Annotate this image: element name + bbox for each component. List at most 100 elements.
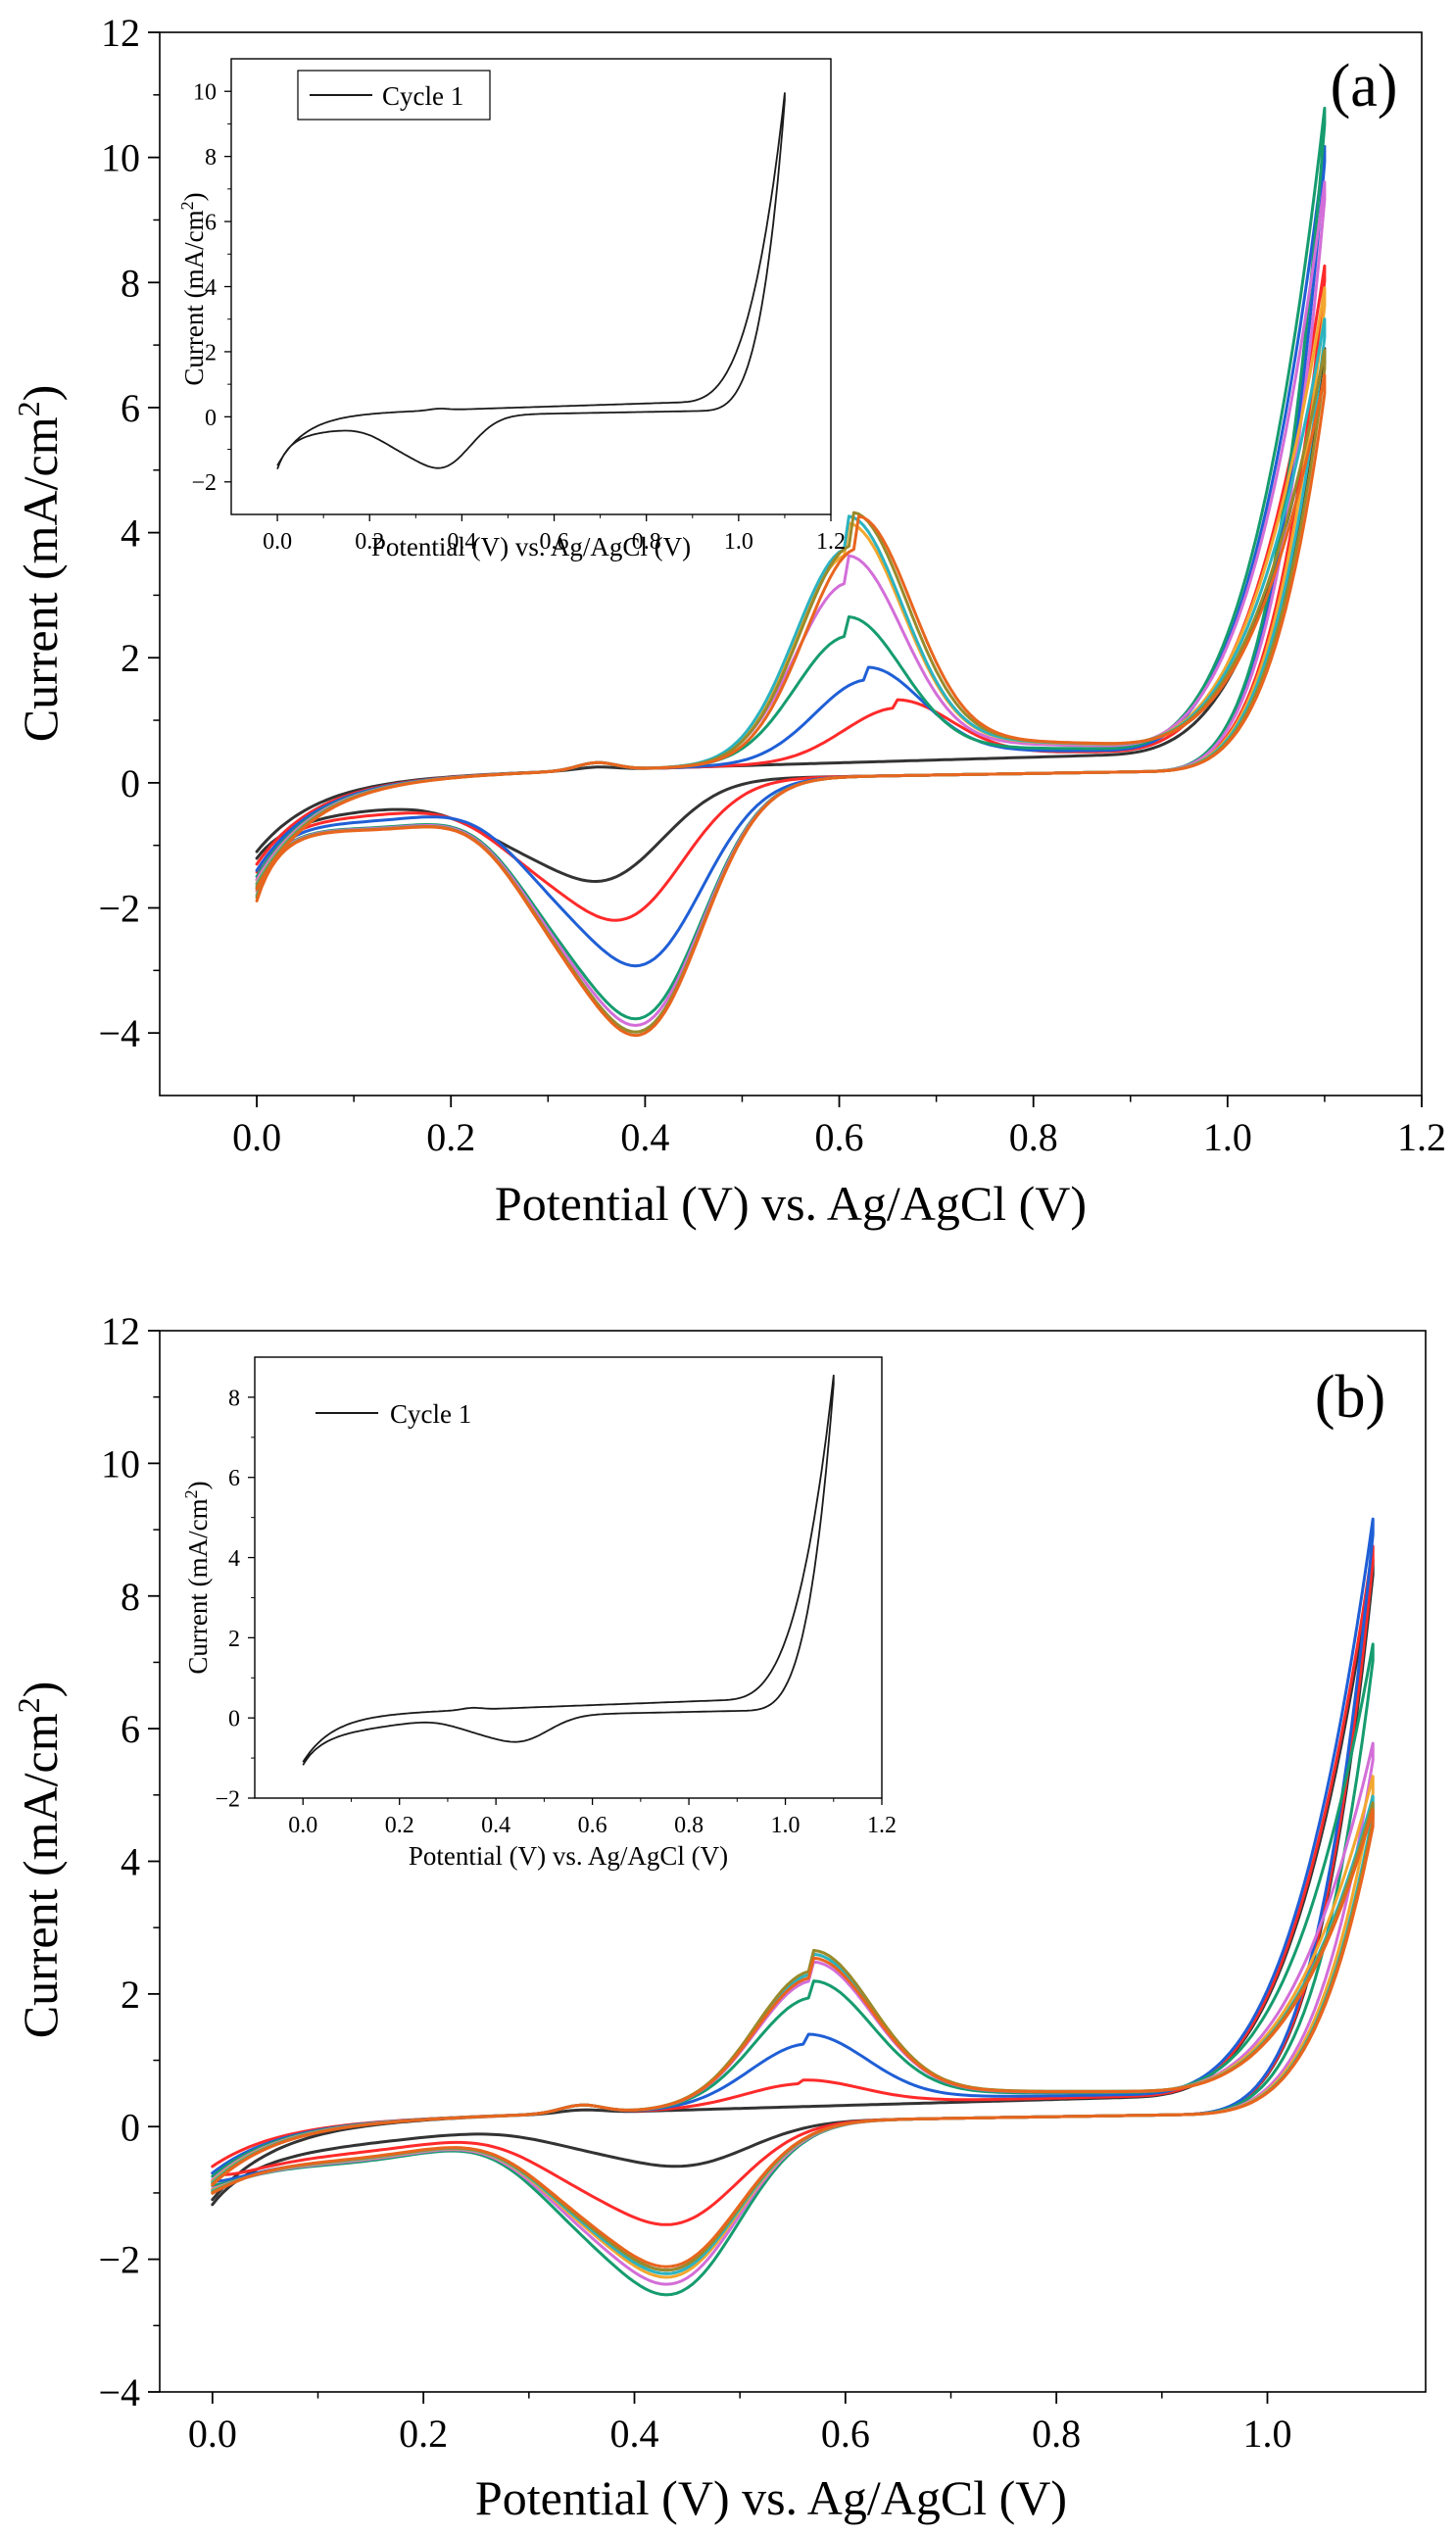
panel-a-inset-y-tick-label: −2 <box>191 470 217 496</box>
panel-b-x-tick-label: 0.6 <box>821 2412 870 2456</box>
panel-a-inset-legend-label: Cycle 1 <box>382 81 463 111</box>
panel-a-inset-y-axis-title: Current (mA/cm2) <box>177 192 209 385</box>
panel-a-inset-x-tick-label: 0.0 <box>263 529 292 555</box>
panel-b-series-cycle-6 <box>211 1775 1375 2279</box>
panel-a-x-tick-label: 1.0 <box>1203 1115 1252 1159</box>
panel-b-x-tick-label: 0.8 <box>1032 2412 1081 2456</box>
panel-b-inset-y-tick-label: −2 <box>215 1786 240 1812</box>
panel-b-y-axis-title: Current (mA/cm2) <box>11 1681 68 2039</box>
panel-a-y-tick-label: −2 <box>98 887 140 931</box>
panel-b-series-cycle-7 <box>211 1794 1375 2275</box>
panel-b-label: (b) <box>1315 1364 1385 1431</box>
panel-a-inset-y-tick-label: 2 <box>205 340 217 365</box>
panel-b-inset-series-group <box>302 1374 835 1766</box>
panel-a-y-tick-label: −4 <box>98 1011 140 1055</box>
panel-a-inset-series-group <box>276 92 786 470</box>
panel-b-x-tick-label: 1.0 <box>1243 2412 1292 2456</box>
panel-b-y-tick-label: 0 <box>121 2105 140 2149</box>
panel-a-inset-x-tick-label: 0.8 <box>632 529 661 555</box>
panel-b-series-cycle-8 <box>211 1801 1375 2272</box>
panel-a-series-cycle-9 <box>255 373 1327 1038</box>
panel-b-chart: 0.0 0.2 0.4 0.6 0.8 1.0 −4 −2 0 2 4 6 8 10 12 (b) Pot… <box>11 1309 1427 2525</box>
panel-b-inset-background <box>255 1357 882 1798</box>
panel-a-inset-x-tick-label: 0.6 <box>540 529 569 555</box>
panel-b-inset-x-tick-label: 0.8 <box>674 1813 704 1838</box>
panel-b-inset-y-tick-label: 2 <box>228 1627 240 1652</box>
panel-a-series-group <box>255 106 1327 1038</box>
panel-b-inset-x-tick-label: 1.0 <box>771 1813 801 1838</box>
panel-a-y-tick-label: 0 <box>121 761 140 805</box>
panel-b-y-tick-label: −2 <box>98 2238 140 2282</box>
panel-a-x-axis: 0.0 0.2 0.4 0.6 0.8 1.0 1.2 <box>232 1096 1446 1159</box>
panel-b-inset-frame <box>254 1356 883 1799</box>
panel-b-y-tick-label: 8 <box>121 1575 140 1619</box>
panel-a-y-tick-label: 8 <box>121 261 140 305</box>
panel-a-x-tick-label: 0.6 <box>815 1115 864 1159</box>
panel-b-x-axis-title: Potential (V) vs. Ag/AgCl (V) <box>475 2470 1067 2525</box>
panel-b-inset-x-axis: 0.0 0.2 0.4 0.6 0.8 1.0 1.2 <box>288 1798 897 1838</box>
panel-a-inset-y-tick-label: 8 <box>205 145 217 171</box>
panel-b-inset-y-axis-title: Current (mA/cm2) <box>181 1481 213 1674</box>
panel-b-y-axis: −4 −2 0 2 4 6 8 10 12 <box>98 1309 160 2414</box>
panel-a-inset-x-axis: 0.0 0.2 0.4 0.6 0.8 1.0 1.2 <box>263 514 846 555</box>
panel-b-y-tick-label: 2 <box>121 1973 140 2017</box>
panel-b-x-axis: 0.0 0.2 0.4 0.6 0.8 1.0 <box>188 2392 1292 2456</box>
panel-b-y-tick-label: −4 <box>98 2370 140 2414</box>
panel-a-y-tick-label: 6 <box>121 386 140 430</box>
panel-a-inset-y-tick-label: 0 <box>205 406 217 431</box>
panel-a-x-tick-label: 1.2 <box>1397 1115 1446 1159</box>
panel-b-inset-x-axis-title: Potential (V) vs. Ag/AgCl (V) <box>409 1841 728 1871</box>
panel-a-x-tick-label: 0.4 <box>620 1115 669 1159</box>
panel-a-y-tick-label: 10 <box>101 136 140 180</box>
panel-a-inset-x-tick-label: 0.2 <box>355 529 384 555</box>
panel-b-inset-y-tick-label: 6 <box>228 1466 240 1491</box>
panel-a-y-tick-label: 12 <box>101 11 140 55</box>
panel-b-inset-chart: 0.0 0.2 0.4 0.6 0.8 1.0 1.2 −2 0 2 4 6 8 Cycle 1 Po… <box>181 1356 897 1871</box>
panel-a-plot-frame <box>159 31 1423 1096</box>
panel-a-x-tick-label: 0.2 <box>426 1115 475 1159</box>
panel-b-y-tick-label: 10 <box>101 1441 140 1486</box>
panel-b-inset-x-tick-label: 1.2 <box>867 1813 897 1838</box>
panel-a-x-tick-label: 0.8 <box>1009 1115 1058 1159</box>
panel-b-y-tick-label: 12 <box>101 1309 140 1353</box>
panel-a-inset-y-tick-label: 10 <box>193 80 217 106</box>
panel-b-inset-y-tick-label: 4 <box>228 1546 240 1572</box>
panel-a-y-tick-label: 4 <box>121 512 140 556</box>
panel-a-inset-y-axis: −2 0 2 4 6 8 10 <box>191 80 231 496</box>
panel-b-inset-x-tick-label: 0.4 <box>481 1813 510 1838</box>
panel-a-y-axis: −4 −2 0 2 4 6 8 10 12 <box>98 11 160 1055</box>
panel-b-inset-x-tick-label: 0.2 <box>385 1813 414 1838</box>
panel-a-inset-x-tick-label: 1.2 <box>816 529 846 555</box>
panel-b-y-tick-label: 6 <box>121 1707 140 1751</box>
panel-b-inset-y-tick-label: 0 <box>228 1707 240 1732</box>
panel-b-inset-y-axis: −2 0 2 4 6 8 <box>215 1386 255 1812</box>
panel-a-y-axis-title: Current (mA/cm2) <box>11 385 68 743</box>
panel-a-x-axis-title: Potential (V) vs. Ag/AgCl (V) <box>495 1176 1087 1231</box>
panel-a-label: (a) <box>1331 53 1398 120</box>
panel-b-inset-y-tick-label: 8 <box>228 1386 240 1411</box>
panel-a-y-tick-label: 2 <box>121 636 140 680</box>
panel-b-x-tick-label: 0.0 <box>188 2412 237 2456</box>
panel-a-x-tick-label: 0.0 <box>232 1115 281 1159</box>
panel-b-inset-series-cycle-1 <box>302 1374 835 1766</box>
panel-a-inset-series-cycle-1 <box>276 92 786 470</box>
panel-a-inset-y-tick-label: 6 <box>205 210 217 235</box>
panel-a-inset-y-tick-label: 4 <box>205 275 217 301</box>
panel-b-x-tick-label: 0.4 <box>610 2412 659 2456</box>
panel-b-series-group <box>211 1517 1375 2297</box>
panel-a-inset-x-axis-title: Potential (V) vs. Ag/AgCl (V) <box>371 532 691 561</box>
panel-b-x-tick-label: 0.2 <box>399 2412 448 2456</box>
panel-a-inset-legend: Cycle 1 <box>297 70 491 121</box>
panel-b-inset-legend-label: Cycle 1 <box>390 1399 471 1429</box>
panel-b-inset-x-tick-label: 0.6 <box>578 1813 607 1838</box>
panel-b-series-cycle-9 <box>211 1808 1375 2268</box>
panel-b-inset-legend: Cycle 1 <box>315 1399 471 1429</box>
panel-b-y-tick-label: 4 <box>121 1840 140 1884</box>
panel-a-inset-x-tick-label: 1.0 <box>724 529 753 555</box>
panel-a-inset-background <box>231 59 831 514</box>
panel-b-inset-x-tick-label: 0.0 <box>288 1813 317 1838</box>
panel-a-inset-x-tick-label: 0.4 <box>447 529 476 555</box>
